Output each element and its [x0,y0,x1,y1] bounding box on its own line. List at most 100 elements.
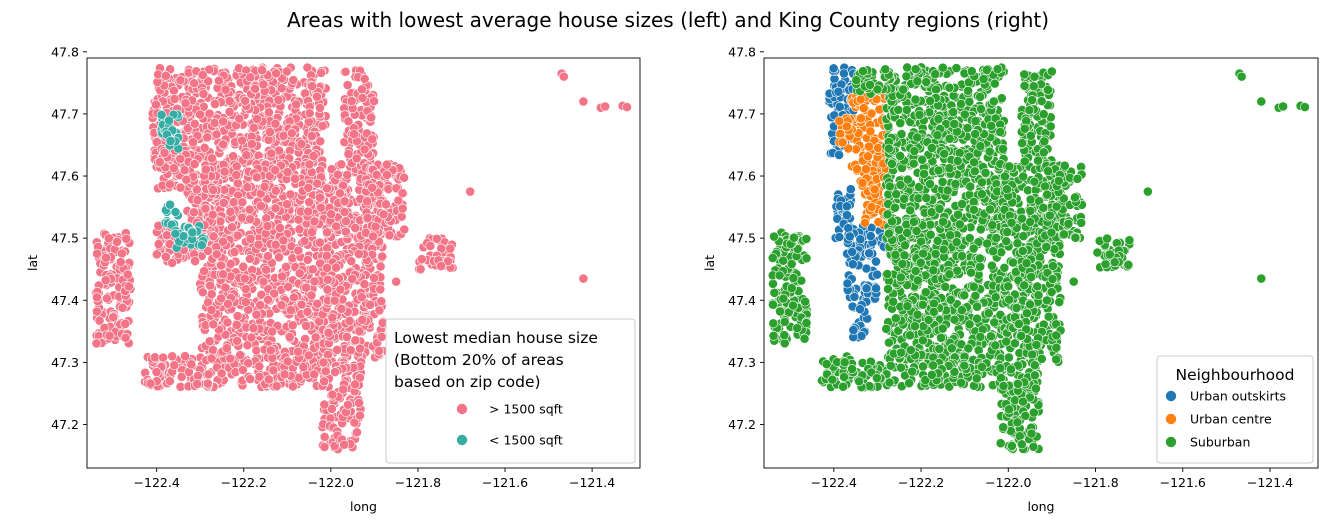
scatter-point [841,121,852,132]
legend-title: (Bottom 20% of areas [394,351,564,369]
scatter-point [319,399,330,410]
scatter-point [275,223,285,233]
scatter-point [165,179,175,190]
scatter-point [938,244,949,255]
scatter-point [895,151,906,161]
scatter-point [858,103,869,113]
scatter-point [244,253,255,264]
scatter-point [244,204,255,215]
scatter-point [309,216,320,227]
scatter-point [245,214,255,225]
scatter-point [306,290,317,301]
scatter-point [871,283,881,294]
scatter-point [914,109,925,120]
scatter-point [972,313,983,324]
scatter-point [198,89,209,99]
scatter-point [222,317,233,328]
scatter-point [847,247,858,257]
scatter-point [278,130,289,141]
scatter-point [864,141,874,152]
scatter-point [931,84,941,95]
scatter-point [189,207,199,218]
scatter-point [954,219,965,230]
scatter-point [895,118,906,128]
scatter-point [207,153,217,164]
scatter-point [365,299,375,310]
scatter-point [271,68,281,79]
scatter-point [151,367,162,377]
scatter-point [396,211,407,222]
scatter-point [354,326,365,337]
scatter-point [940,281,951,292]
scatter-point [992,64,1003,75]
scatter-point [957,199,968,209]
scatter-point [245,72,256,83]
scatter-point [169,94,180,104]
scatter-point [284,332,295,342]
scatter-point [270,118,281,129]
scatter-point [170,228,181,239]
scatter-point [988,96,999,107]
scatter-point [362,196,373,207]
scatter-point [996,247,1007,258]
scatter-point [330,367,340,377]
scatter-point [307,264,318,275]
scatter-point [270,165,281,176]
scatter-point [945,294,956,305]
scatter-point [169,360,180,371]
scatter-point [310,332,321,343]
scatter-point [953,209,963,220]
scatter-point [855,234,866,245]
scatter-point [220,282,231,293]
scatter-point [952,156,963,166]
scatter-point [899,193,910,204]
scatter-point [861,283,872,294]
scatter-point [890,249,901,260]
scatter-point [180,351,190,362]
scatter-point [270,203,281,214]
scatter-point [374,345,385,356]
scatter-point [242,182,253,193]
scatter-point [882,269,893,279]
scatter-point [970,129,981,139]
scatter-point [415,264,426,275]
scatter-point [120,332,131,343]
scatter-point [1025,299,1035,310]
scatter-point [928,306,939,317]
scatter-point [908,158,919,169]
scatter-point [322,284,333,295]
scatter-point [382,170,392,180]
scatter-point [309,369,320,380]
scatter-point [165,136,176,146]
scatter-point [270,239,281,250]
scatter-point [902,62,913,73]
scatter-point [925,95,936,106]
scatter-point [966,267,976,278]
scatter-point [622,102,632,112]
scatter-point [240,95,251,106]
scatter-point [977,362,987,372]
x-tick-label: −122.2 [221,475,267,490]
scatter-point [182,123,193,133]
scatter-point [999,262,1010,273]
scatter-point [296,299,307,310]
scatter-point [274,252,284,263]
scatter-point [884,143,894,154]
scatter-point [235,350,246,360]
scatter-point [228,197,239,208]
scatter-point [299,236,310,247]
x-axis-label: long [350,499,377,514]
scatter-point [342,170,353,180]
scatter-point [946,343,957,354]
scatter-point [887,158,897,169]
scatter-point [176,371,187,382]
scatter-point [103,233,114,244]
scatter-point [369,96,379,107]
scatter-point [905,205,916,216]
y-tick-label: 47.6 [51,169,79,184]
scatter-point [884,377,895,388]
scatter-point [288,75,299,85]
scatter-point [920,287,931,298]
scatter-point [837,137,848,148]
